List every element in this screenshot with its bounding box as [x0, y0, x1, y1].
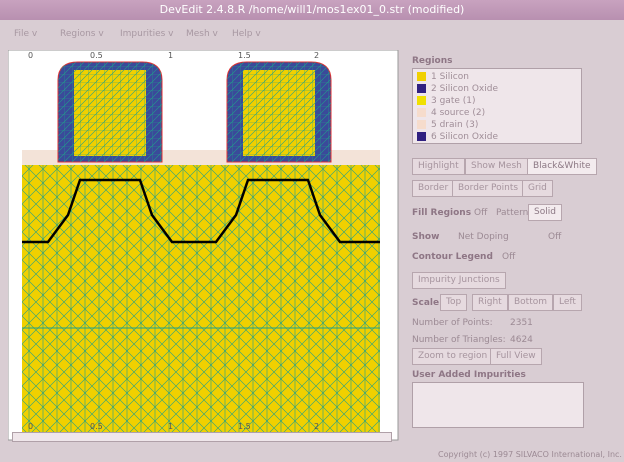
option[interactable]: Pattern [496, 208, 528, 218]
menu-item[interactable]: Help v [232, 26, 261, 42]
label: Fill Regions [412, 208, 471, 218]
scale-label: 0 [28, 422, 33, 431]
impurities-list[interactable] [412, 382, 584, 428]
button[interactable]: Border Points [452, 180, 524, 197]
option[interactable]: Off [474, 208, 487, 218]
scale-label: 1.5 [238, 422, 251, 431]
button[interactable]: Grid [522, 180, 553, 197]
footer: Copyright (c) 1997 SILVACO International… [438, 450, 622, 459]
value: 4624 [510, 335, 533, 345]
scale-label: 0.5 [90, 51, 103, 60]
scale-label: 1.5 [238, 51, 251, 60]
menu-item[interactable]: Impurities v [120, 26, 173, 42]
menu-item[interactable]: File v [14, 26, 37, 42]
menu-item[interactable]: Mesh v [186, 26, 218, 42]
gate-mesh [227, 62, 331, 162]
scale-label: 0.5 [90, 422, 103, 431]
scale-label: 1 [168, 51, 173, 60]
button[interactable]: Zoom to region [412, 348, 493, 365]
region-item[interactable]: 5 drain (3) [417, 119, 577, 131]
option[interactable]: Solid [528, 204, 562, 221]
button[interactable]: Top [440, 294, 467, 311]
scale-label: 2 [314, 51, 319, 60]
label: Contour Legend [412, 252, 493, 262]
region-item[interactable]: 6 Silicon Oxide [417, 131, 577, 143]
button[interactable]: Impurity Junctions [412, 272, 506, 289]
title-bar: DevEdit 2.4.8.R /home/will1/mos1ex01_0.s… [0, 0, 624, 20]
region-item[interactable]: 1 Silicon [417, 71, 577, 83]
region-item[interactable]: 2 Silicon Oxide [417, 83, 577, 95]
label: Number of Points: [412, 318, 493, 328]
label: Number of Triangles: [412, 335, 506, 345]
option[interactable]: Off [502, 252, 515, 262]
button[interactable]: Right [472, 294, 508, 311]
gate-mesh [58, 62, 162, 162]
mesh-canvas: 0 0.5 1 1.5 2 0 0.5 1 1.5 2 [8, 50, 400, 442]
regions-list[interactable]: 1 Silicon 2 Silicon Oxide 3 gate (1) 4 s… [412, 68, 582, 144]
button[interactable]: Bottom [508, 294, 553, 311]
h-scrollbar[interactable] [12, 432, 392, 442]
region-item[interactable]: 3 gate (1) [417, 95, 577, 107]
button[interactable]: Left [553, 294, 582, 311]
option[interactable]: Off [548, 232, 561, 242]
label: Show [412, 232, 439, 242]
label: Scale [412, 298, 439, 308]
button[interactable]: Full View [490, 348, 542, 365]
button[interactable]: Border [412, 180, 454, 197]
label: Regions [412, 56, 453, 66]
scale-label: 0 [28, 51, 33, 60]
scale-label: 2 [314, 422, 319, 431]
menu-item[interactable]: Regions v [60, 26, 104, 42]
label: User Added Impurities [412, 370, 526, 380]
mesh [22, 165, 380, 433]
region-item[interactable]: 4 source (2) [417, 107, 577, 119]
app-window: DevEdit 2.4.8.R /home/will1/mos1ex01_0.s… [0, 0, 624, 462]
button[interactable]: Highlight [412, 158, 465, 175]
dropdown[interactable]: Net Doping [458, 232, 509, 242]
button[interactable]: Show Mesh [465, 158, 528, 175]
button[interactable]: Black&White [527, 158, 597, 175]
value: 2351 [510, 318, 533, 328]
scale-label: 1 [168, 422, 173, 431]
